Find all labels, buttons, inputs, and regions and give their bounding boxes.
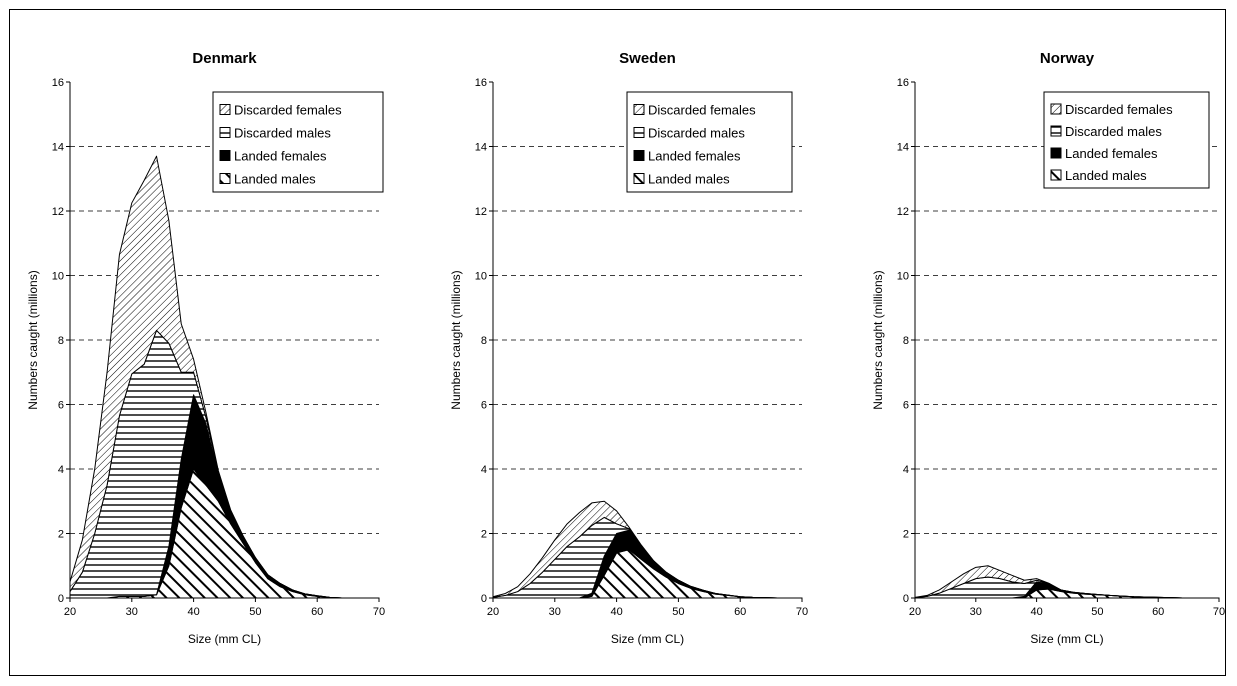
y-tick-label: 16 — [897, 77, 909, 89]
x-tick-label: 70 — [1213, 606, 1225, 618]
legend-swatch-discarded-males — [219, 127, 231, 138]
y-tick-label: 8 — [481, 335, 487, 347]
chart-panel-sweden: Sweden 0 2 4 6 8 10 12 14 16 20 30 40 50 60 70 Size (mm … — [449, 50, 808, 646]
x-tick-label: 70 — [796, 606, 808, 618]
y-tick-label: 6 — [481, 400, 487, 412]
legend-box — [626, 91, 793, 193]
x-tick-label: 50 — [1091, 606, 1103, 618]
y-tick-label: 4 — [58, 464, 64, 476]
y-tick-label: 14 — [475, 142, 487, 154]
legend-label-landed-females: Landed females — [1065, 146, 1158, 161]
figure-frame: Denmark 0 2 4 6 8 10 12 14 16 20 30 40 50 60 70 Size (mm… — [9, 9, 1226, 676]
x-axis-label: Size (mm CL) — [1030, 632, 1103, 646]
x-tick-label: 20 — [487, 606, 499, 618]
legend-label-landed-males: Landed males — [1065, 168, 1147, 183]
x-axis-label: Size (mm CL) — [611, 632, 684, 646]
y-tick-label: 14 — [52, 142, 64, 154]
y-tick-label: 2 — [903, 529, 909, 541]
legend-swatch-landed-females — [219, 150, 231, 161]
legend-swatch-discarded-females — [1050, 103, 1062, 115]
legend-label-landed-females: Landed females — [234, 149, 327, 164]
y-tick-label: 0 — [58, 593, 64, 605]
legend-swatch-discarded-males — [1050, 125, 1062, 137]
x-tick-label: 60 — [734, 606, 746, 618]
chart-title: Sweden — [619, 50, 676, 67]
y-tick-label: 8 — [58, 335, 64, 347]
y-tick-label: 12 — [52, 206, 64, 218]
y-tick-label: 10 — [52, 271, 64, 283]
legend-label-landed-males: Landed males — [648, 172, 730, 187]
legend: Discarded females Discarded males Landed f… — [626, 91, 793, 193]
legend-swatch-landed-females — [1050, 147, 1062, 159]
y-tick-label: 2 — [481, 529, 487, 541]
legend-label-discarded-males: Discarded males — [648, 126, 745, 141]
legend-swatch-discarded-females — [219, 104, 231, 115]
legend-label-discarded-males: Discarded males — [234, 126, 331, 141]
y-tick-label: 0 — [903, 593, 909, 605]
x-tick-label: 30 — [970, 606, 982, 618]
y-tick-label: 12 — [475, 206, 487, 218]
chart-panel-denmark: Denmark 0 2 4 6 8 10 12 14 16 20 30 40 50 60 70 Size (mm… — [26, 50, 385, 646]
legend-label-discarded-females: Discarded females — [234, 103, 342, 118]
x-tick-label: 50 — [249, 606, 261, 618]
x-tick-label: 30 — [126, 606, 138, 618]
x-tick-label: 50 — [672, 606, 684, 618]
legend-label-discarded-males: Discarded males — [1065, 124, 1162, 139]
y-tick-label: 16 — [52, 77, 64, 89]
y-tick-label: 4 — [481, 464, 487, 476]
y-tick-label: 4 — [903, 464, 909, 476]
x-tick-label: 40 — [610, 606, 622, 618]
y-axis-label: Numbers caught (millions) — [449, 270, 463, 409]
legend-box — [212, 91, 384, 193]
y-tick-label: 6 — [903, 400, 909, 412]
legend-swatch-landed-males — [1050, 169, 1062, 181]
legend-label-discarded-females: Discarded females — [648, 103, 756, 118]
y-tick-label: 0 — [481, 593, 487, 605]
legend-swatch-landed-males — [633, 173, 645, 184]
x-tick-label: 20 — [909, 606, 921, 618]
chart-title: Norway — [1040, 50, 1095, 67]
x-tick-label: 20 — [64, 606, 76, 618]
y-tick-label: 16 — [475, 77, 487, 89]
legend-box — [1043, 91, 1210, 189]
chart-title: Denmark — [192, 50, 257, 67]
y-tick-label: 8 — [903, 335, 909, 347]
y-tick-label: 6 — [58, 400, 64, 412]
legend-label-landed-females: Landed females — [648, 149, 741, 164]
y-axis-label: Numbers caught (millions) — [871, 270, 885, 409]
y-tick-label: 2 — [58, 529, 64, 541]
x-axis-label: Size (mm CL) — [188, 632, 261, 646]
legend-swatch-discarded-females — [633, 104, 645, 115]
x-tick-label: 60 — [311, 606, 323, 618]
y-tick-label: 10 — [475, 271, 487, 283]
y-tick-label: 10 — [897, 271, 909, 283]
x-tick-label: 40 — [187, 606, 199, 618]
legend-swatch-landed-males — [219, 173, 231, 184]
y-tick-label: 12 — [897, 206, 909, 218]
x-tick-label: 60 — [1152, 606, 1164, 618]
legend: Discarded females Discarded males Landed f… — [212, 91, 384, 193]
y-tick-label: 14 — [897, 142, 909, 154]
legend-label-discarded-females: Discarded females — [1065, 102, 1173, 117]
chart-panel-norway: Norway 0 2 4 6 8 10 12 14 16 20 30 40 50 60 70 Size (mm … — [871, 50, 1225, 646]
legend-label-landed-males: Landed males — [234, 172, 316, 187]
legend-swatch-discarded-males — [633, 127, 645, 138]
legend: Discarded females Discarded males Landed f… — [1043, 91, 1210, 189]
y-axis-label: Numbers caught (millions) — [26, 270, 40, 409]
x-tick-label: 70 — [373, 606, 385, 618]
x-tick-label: 30 — [549, 606, 561, 618]
legend-swatch-landed-females — [633, 150, 645, 161]
x-tick-label: 40 — [1030, 606, 1042, 618]
